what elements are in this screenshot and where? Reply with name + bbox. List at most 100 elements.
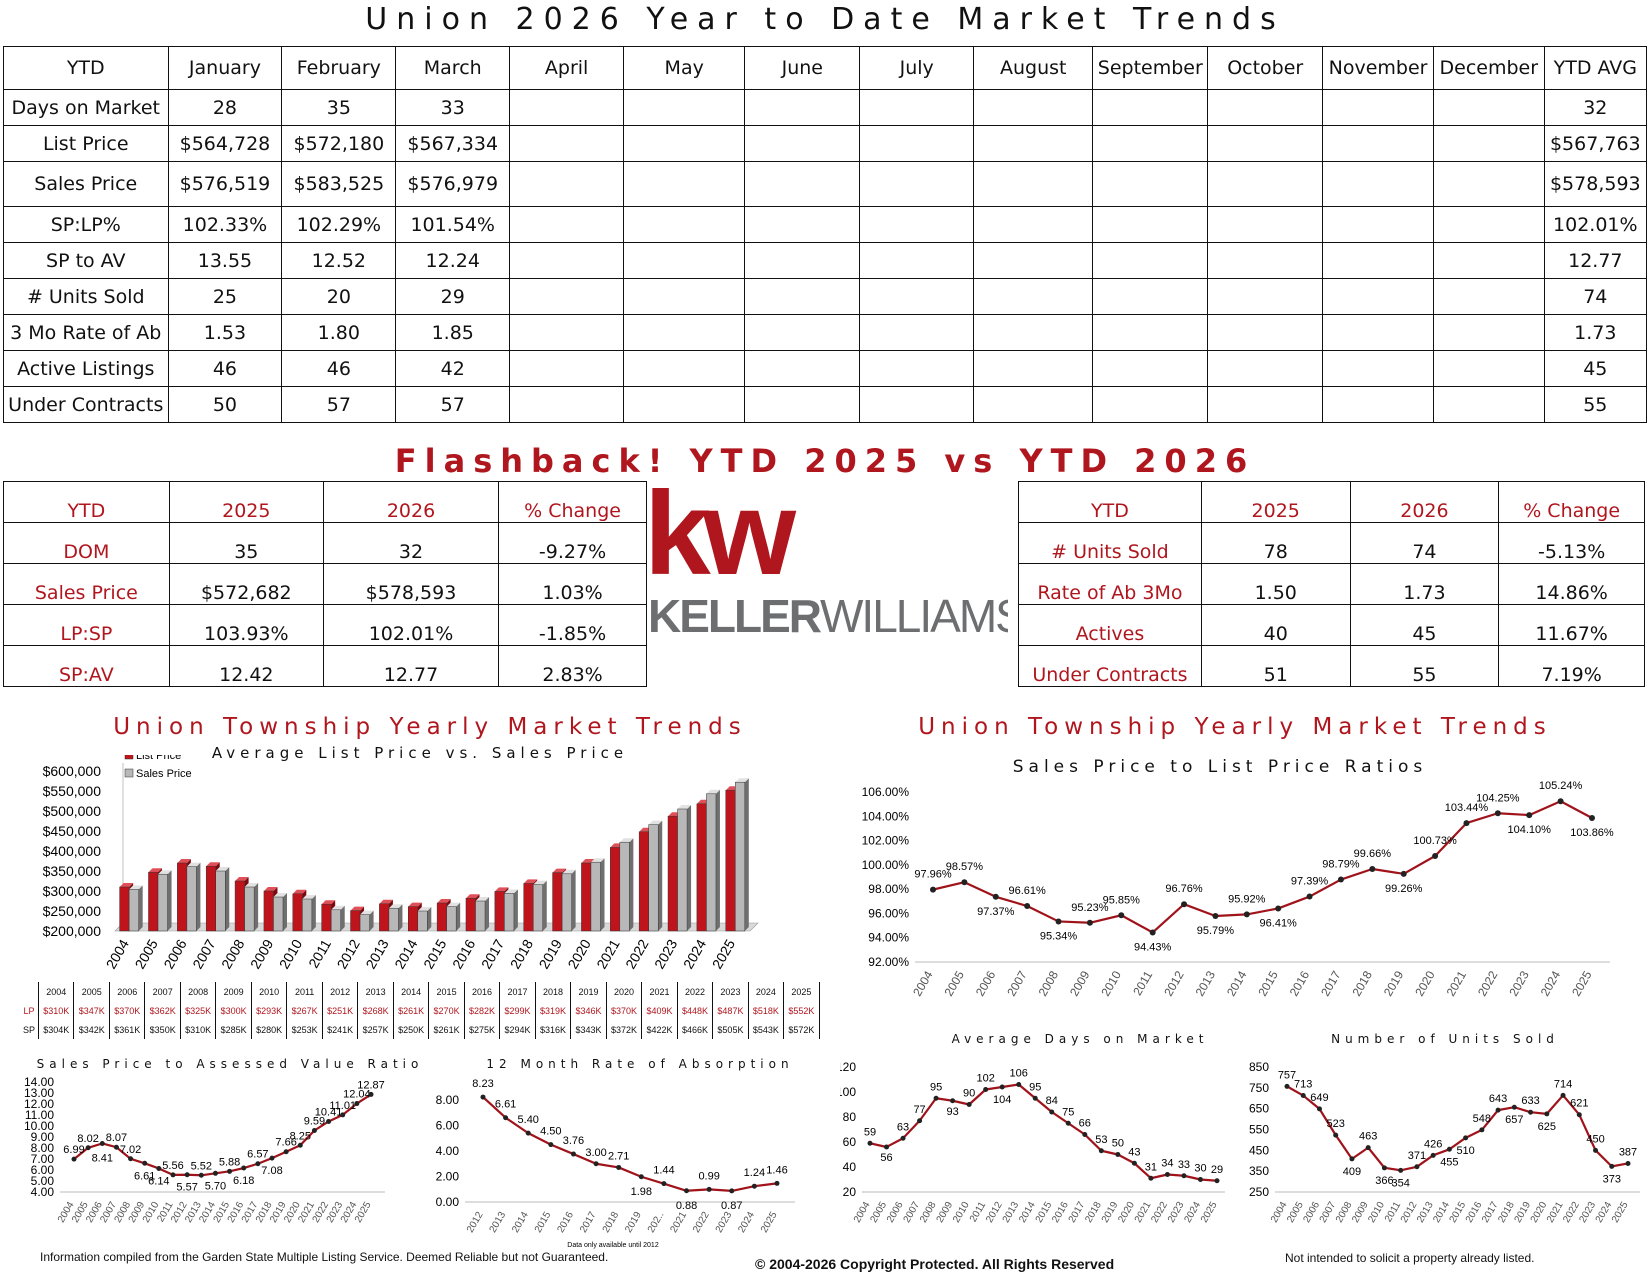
flashback-cell: -5.13% — [1498, 522, 1645, 564]
x-tick-label: 2013 — [488, 1210, 509, 1235]
bar-side — [715, 789, 720, 931]
price-table-cell: $310K — [37, 1001, 74, 1020]
data-point-2015 — [1275, 905, 1282, 912]
ytd-cell-empty — [1092, 89, 1209, 126]
line-chart-sp-av-ratio: 4.005.006.007.008.009.0010.0011.0012.001… — [24, 1075, 385, 1225]
x-tick-label: 2011 — [305, 936, 334, 970]
ytd-col-header: September — [1092, 46, 1209, 90]
ytd-cell-empty — [973, 161, 1094, 207]
x-tick-label: 2024 — [736, 1210, 757, 1235]
data-label: 426 — [1424, 1138, 1442, 1150]
bar-side — [629, 838, 634, 931]
bar-side — [513, 889, 518, 931]
ytd-cell-feb: 12.52 — [281, 242, 397, 279]
price-table-cell: $270K — [428, 1001, 465, 1020]
data-label: 6.14 — [148, 1175, 169, 1187]
y-tick-label: 98.00% — [868, 882, 909, 896]
price-table-cell: $343K — [570, 1020, 607, 1039]
x-tick-label: 2023 — [714, 1210, 735, 1235]
bar-top — [177, 859, 191, 863]
data-label: 30 — [1194, 1163, 1206, 1175]
bar-top — [158, 870, 172, 875]
data-point-2017 — [1495, 1107, 1501, 1113]
ytd-cell-mar: 33 — [395, 89, 511, 126]
data-point-2008 — [1349, 1156, 1355, 1162]
price-table-cell: 2025 — [783, 982, 820, 1001]
data-point-2013 — [503, 1115, 509, 1121]
ytd-cell-empty — [623, 161, 746, 207]
data-point-2012 — [999, 1084, 1005, 1090]
keller-williams-logo: kw KELLERWILLIAMS® — [644, 466, 1034, 658]
x-tick-label: 2016 — [449, 936, 479, 971]
ytd-col-header: YTD — [3, 46, 169, 90]
y-tick-label: 6.00 — [436, 1119, 460, 1133]
data-label: 6.61 — [134, 1170, 155, 1182]
data-label: 96.76% — [1165, 883, 1203, 895]
y-tick-label: 7.00 — [31, 1152, 55, 1166]
data-point-2024 — [1609, 1163, 1615, 1169]
svg-text:KELLERWILLIAMS®: KELLERWILLIAMS® — [648, 590, 1008, 642]
bar-sales-2018 — [532, 884, 544, 932]
data-point-2022 — [326, 1118, 332, 1124]
price-table-cell: $448K — [676, 1001, 713, 1020]
x-tick-label: 2022 — [691, 1210, 712, 1235]
ytd-cell-empty — [1207, 206, 1324, 243]
price-table-cell: 2022 — [676, 982, 713, 1001]
ytd-cell-label: Active Listings — [3, 350, 169, 387]
bar-sales-2025 — [735, 781, 746, 932]
flashback-header-row: YTD 2025 2026% Change — [1018, 481, 1645, 523]
y-tick-label: 350 — [1249, 1164, 1269, 1178]
ytd-cell-empty — [509, 161, 625, 207]
flashback-row-label: Actives — [1018, 604, 1202, 646]
data-point-2016 — [241, 1165, 247, 1171]
flashback-cell: -9.27% — [498, 522, 647, 564]
ytd-cell-feb: 1.80 — [281, 314, 397, 351]
data-label: 0.99 — [698, 1170, 719, 1182]
data-point-2025 — [368, 1091, 374, 1097]
ytd-cell-empty — [1207, 278, 1324, 315]
data-point-2012 — [1414, 1164, 1420, 1170]
x-tick-label: 2019 — [1381, 968, 1407, 998]
ytd-cell-empty — [1432, 161, 1545, 207]
y-tick-label: $250,000 — [43, 903, 102, 919]
bar-side — [658, 820, 663, 931]
data-point-2021 — [1148, 1175, 1154, 1181]
data-point-2007 — [113, 1144, 119, 1150]
data-label: 99.66% — [1354, 848, 1392, 860]
ytd-cell-empty — [859, 125, 975, 162]
bar-top — [235, 877, 249, 881]
price-table-cell: 2024 — [747, 982, 784, 1001]
x-tick-label: 2006 — [973, 968, 999, 998]
data-point-2024 — [1197, 1177, 1203, 1182]
ytd-cell-empty — [859, 314, 975, 351]
data-label: 5.56 — [162, 1160, 183, 1172]
y-tick-label: $350,000 — [43, 863, 102, 879]
ytd-cell-empty — [744, 206, 861, 243]
price-table-cell: $372K — [605, 1020, 642, 1039]
ytd-cell-avg: $567,763 — [1543, 125, 1648, 162]
bar-top — [446, 902, 461, 907]
y-tick-label: 4.00 — [31, 1185, 55, 1199]
ytd-cell-feb: $583,525 — [281, 161, 397, 207]
price-table-cell: 2005 — [73, 982, 110, 1001]
ytd-cell-empty — [973, 386, 1094, 423]
flashback-cell: 11.67% — [1498, 604, 1645, 646]
price-table-cell: $253K — [286, 1020, 323, 1039]
data-point-2004 — [930, 886, 936, 893]
bar-top — [706, 789, 720, 794]
x-tick-label: 202.. — [646, 1210, 667, 1235]
x-tick-label: 2021 — [668, 1210, 689, 1235]
data-point-2022 — [1576, 1112, 1582, 1118]
page-title: Union 2026 Year to Date Market Trends — [365, 2, 1285, 37]
x-tick-label: 2020 — [564, 936, 594, 971]
ytd-cell-empty — [973, 314, 1094, 351]
flashback-cell: 1.50 — [1200, 563, 1351, 605]
data-point-2014 — [1243, 911, 1250, 918]
bar-top — [533, 880, 547, 885]
data-point-2024 — [354, 1101, 360, 1107]
data-point-2025 — [1589, 814, 1595, 821]
data-label: 98.57% — [946, 861, 984, 873]
ytd-cell-empty — [1322, 89, 1434, 126]
data-label: 354 — [1391, 1177, 1409, 1189]
